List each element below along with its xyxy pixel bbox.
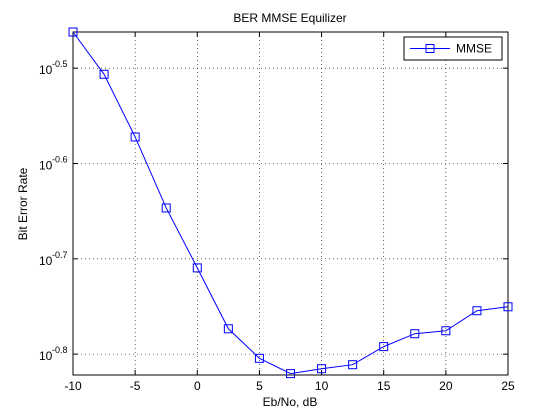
legend-label: MMSE bbox=[456, 42, 492, 56]
x-tick-label: 0 bbox=[194, 379, 201, 393]
x-tick-label: 10 bbox=[315, 379, 329, 393]
data-point bbox=[68, 27, 78, 37]
y-axis-label: Bit Error Rate bbox=[16, 167, 30, 240]
y-tick-exponent: -0.6 bbox=[52, 154, 68, 164]
y-tick-exponent: -0.7 bbox=[52, 250, 68, 260]
data-point bbox=[441, 326, 451, 336]
data-point bbox=[379, 342, 389, 352]
x-tick-label: -5 bbox=[130, 379, 141, 393]
data-point bbox=[223, 324, 233, 334]
y-tick-base: 10 bbox=[39, 254, 53, 268]
y-tick-exponent: -0.5 bbox=[52, 59, 68, 69]
data-point bbox=[472, 306, 482, 316]
series-line bbox=[72, 31, 509, 375]
data-point bbox=[317, 364, 327, 374]
y-tick-label: 10 -0.8 bbox=[39, 345, 68, 363]
y-tick-label: 10 -0.6 bbox=[39, 154, 68, 172]
legend-marker bbox=[425, 44, 435, 53]
x-tick-label: 5 bbox=[256, 379, 263, 393]
y-tick-label: 10 -0.7 bbox=[39, 250, 68, 268]
data-point bbox=[99, 69, 109, 79]
x-tick-label: -10 bbox=[64, 379, 82, 393]
data-point bbox=[348, 360, 358, 370]
data-point bbox=[286, 369, 295, 379]
y-tick-base: 10 bbox=[39, 63, 53, 77]
y-tick-label: 10 -0.5 bbox=[39, 59, 68, 77]
chart-title: BER MMSE Equilizer bbox=[233, 11, 346, 25]
y-tick-base: 10 bbox=[39, 349, 53, 363]
data-point bbox=[192, 263, 202, 273]
data-point bbox=[503, 302, 513, 312]
data-point bbox=[410, 329, 420, 339]
x-tick-label: 20 bbox=[439, 379, 453, 393]
x-tick-label: 25 bbox=[501, 379, 515, 393]
y-tick-base: 10 bbox=[39, 158, 53, 172]
plot-frame bbox=[72, 31, 509, 376]
x-axis-label: Eb/No, dB bbox=[263, 395, 318, 409]
data-point bbox=[130, 132, 140, 142]
data-point bbox=[161, 203, 171, 213]
legend-box bbox=[403, 36, 503, 61]
y-tick-exponent: -0.8 bbox=[52, 345, 68, 355]
x-tick-label: 15 bbox=[377, 379, 391, 393]
data-point bbox=[254, 353, 264, 363]
